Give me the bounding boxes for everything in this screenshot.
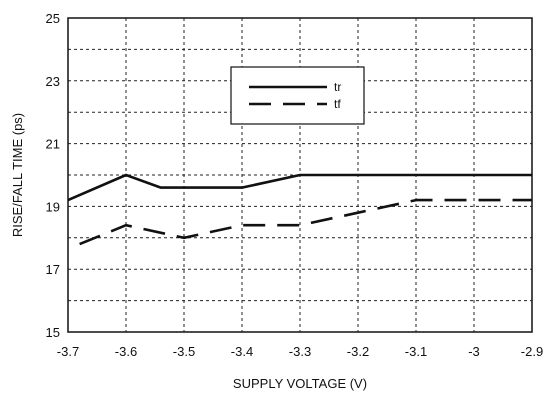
x-tick-label: -2.9 [521, 344, 543, 359]
legend-label-tr: tr [334, 80, 341, 94]
y-axis-label: RISE/FALL TIME (ps) [10, 113, 25, 237]
x-axis-ticks: -3.7 -3.6 -3.5 -3.4 -3.3 -3.2 -3.1 -3 -2.9 [57, 344, 543, 359]
x-tick-label: -3.4 [231, 344, 253, 359]
y-tick-label: 15 [46, 325, 60, 340]
y-tick-label: 19 [46, 199, 60, 214]
x-tick-label: -3.1 [405, 344, 427, 359]
x-tick-label: -3.3 [289, 344, 311, 359]
x-tick-label: -3.2 [347, 344, 369, 359]
x-tick-label: -3.7 [57, 344, 79, 359]
x-tick-label: -3 [468, 344, 480, 359]
y-axis-ticks: 15 17 19 21 23 25 [46, 11, 60, 340]
y-tick-label: 23 [46, 74, 60, 89]
x-tick-label: -3.6 [115, 344, 137, 359]
x-tick-label: -3.5 [173, 344, 195, 359]
series [68, 175, 532, 244]
y-tick-label: 17 [46, 262, 60, 277]
y-tick-label: 25 [46, 11, 60, 26]
x-axis-label: SUPPLY VOLTAGE (V) [233, 376, 367, 391]
y-tick-label: 21 [46, 137, 60, 152]
legend-box [231, 67, 364, 124]
legend: tr tf [231, 67, 364, 124]
legend-label-tf: tf [334, 97, 341, 111]
